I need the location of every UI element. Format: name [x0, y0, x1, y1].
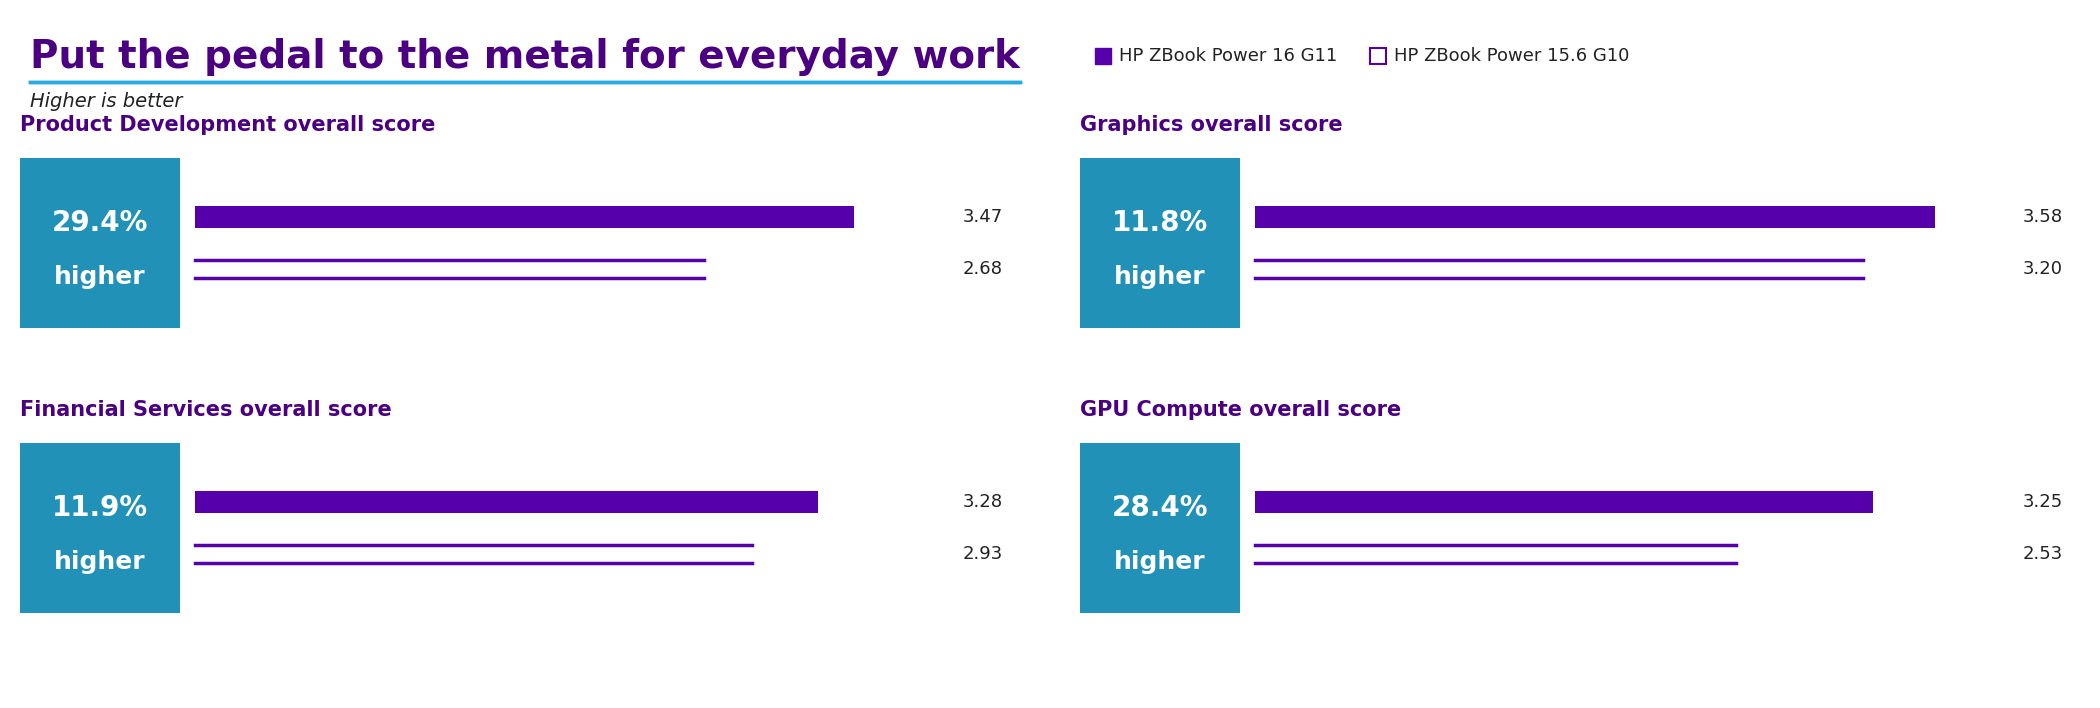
Text: Higher is better: Higher is better — [29, 92, 183, 111]
Bar — [195, 491, 819, 513]
Text: 11.8%: 11.8% — [1111, 209, 1208, 236]
Bar — [1094, 48, 1111, 64]
Bar — [1256, 205, 1936, 227]
Text: 3.58: 3.58 — [2022, 207, 2062, 226]
Text: 3.25: 3.25 — [2022, 493, 2062, 510]
Text: 3.20: 3.20 — [2022, 260, 2062, 278]
Text: 3.47: 3.47 — [964, 207, 1004, 226]
Text: 3.28: 3.28 — [964, 493, 1004, 510]
Text: 2.53: 2.53 — [2022, 545, 2062, 563]
Bar — [21, 443, 181, 613]
Bar — [1079, 443, 1239, 613]
Text: 28.4%: 28.4% — [1111, 493, 1208, 522]
Text: 11.9%: 11.9% — [52, 493, 149, 522]
Text: higher: higher — [55, 265, 145, 289]
Text: GPU Compute overall score: GPU Compute overall score — [1079, 400, 1401, 420]
Text: higher: higher — [1115, 265, 1205, 289]
Bar — [1256, 491, 1873, 513]
Text: Financial Services overall score: Financial Services overall score — [21, 400, 393, 420]
Text: HP ZBook Power 15.6 G10: HP ZBook Power 15.6 G10 — [1394, 47, 1630, 65]
Bar — [1369, 48, 1386, 64]
Text: 2.68: 2.68 — [964, 260, 1004, 278]
Text: Put the pedal to the metal for everyday work: Put the pedal to the metal for everyday … — [29, 38, 1021, 76]
Text: 29.4%: 29.4% — [52, 209, 149, 236]
Text: Graphics overall score: Graphics overall score — [1079, 115, 1342, 135]
Bar — [1079, 158, 1239, 328]
Text: HP ZBook Power 16 G11: HP ZBook Power 16 G11 — [1119, 47, 1338, 65]
Bar — [21, 158, 181, 328]
Text: 2.93: 2.93 — [964, 545, 1004, 563]
Text: Product Development overall score: Product Development overall score — [21, 115, 435, 135]
Text: higher: higher — [55, 550, 145, 574]
Text: higher: higher — [1115, 550, 1205, 574]
Bar — [195, 205, 855, 227]
